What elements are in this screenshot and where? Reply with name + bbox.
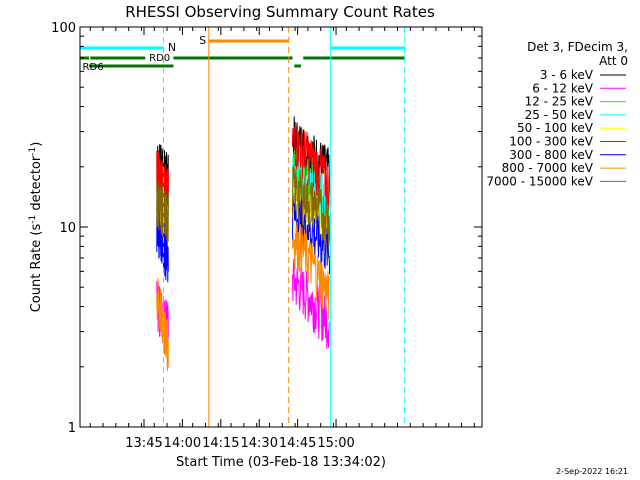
series-100-300-kev-segment-2 bbox=[292, 124, 331, 211]
series-100-300-kev-segment-1 bbox=[156, 150, 169, 215]
x-tick-label: 14:15 bbox=[202, 436, 239, 451]
legend-entry-label: 25 - 50 keV bbox=[525, 108, 594, 122]
status-label-rd6: RD6 bbox=[83, 62, 104, 73]
series-7000-15000-kev-segment-2 bbox=[292, 165, 331, 247]
y-tick-label: 100 bbox=[51, 21, 76, 36]
chart-title: RHESSI Observing Summary Count Rates bbox=[125, 3, 435, 21]
status-label-s: S bbox=[199, 34, 206, 47]
y-axis-label: Count Rate (s-1 detector-1) bbox=[28, 142, 44, 313]
status-label-n: N bbox=[168, 41, 176, 54]
series-800-7000-kev-segment-2 bbox=[292, 221, 330, 320]
legend-entry-label: 300 - 800 keV bbox=[509, 148, 593, 162]
vertical-markers bbox=[162, 27, 406, 427]
legend-entry-label: 6 - 12 keV bbox=[532, 81, 594, 95]
legend-header-line2: Att 0 bbox=[599, 54, 628, 68]
series-800-7000-kev-segment-1 bbox=[156, 278, 169, 371]
legend-entry-label: 12 - 25 keV bbox=[525, 95, 594, 109]
legend-entry-label: 800 - 7000 keV bbox=[502, 161, 594, 175]
status-bars: N S RD0 RD6 bbox=[80, 34, 405, 73]
x-tick-label: 13:45 bbox=[125, 436, 162, 451]
y-tick-label: 1 bbox=[68, 421, 76, 436]
legend-entry-label: 3 - 6 keV bbox=[540, 68, 594, 82]
x-axis: 13:45 14:00 14:15 14:30 14:45 15:00 bbox=[89, 27, 475, 451]
y-tick-label: 10 bbox=[59, 221, 76, 236]
series-300-800-kev-segment-1 bbox=[156, 206, 169, 283]
legend-header-line1: Det 3, FDecim 3, bbox=[527, 40, 628, 54]
series-7000-15000-kev-segment-1 bbox=[156, 181, 169, 244]
x-axis-label: Start Time (03-Feb-18 13:34:02) bbox=[176, 455, 386, 470]
x-tick-label: 14:30 bbox=[241, 436, 278, 451]
render-timestamp: 2-Sep-2022 16:21 bbox=[556, 467, 628, 476]
status-label-rd0: RD0 bbox=[149, 53, 170, 64]
legend-entry-label: 50 - 100 keV bbox=[517, 121, 594, 135]
x-tick-label: 15:00 bbox=[317, 436, 354, 451]
series-6-12-kev-segment-2 bbox=[292, 258, 331, 349]
legend-entry-label: 7000 - 15000 keV bbox=[486, 174, 593, 188]
data-layer bbox=[156, 116, 331, 371]
x-tick-label: 14:45 bbox=[279, 436, 316, 451]
x-tick-label: 14:00 bbox=[164, 436, 201, 451]
series-300-800-kev-segment-2 bbox=[292, 192, 331, 275]
legend-entry-label: 100 - 300 keV bbox=[509, 135, 593, 149]
y-axis: 1 10 100 bbox=[51, 21, 482, 436]
